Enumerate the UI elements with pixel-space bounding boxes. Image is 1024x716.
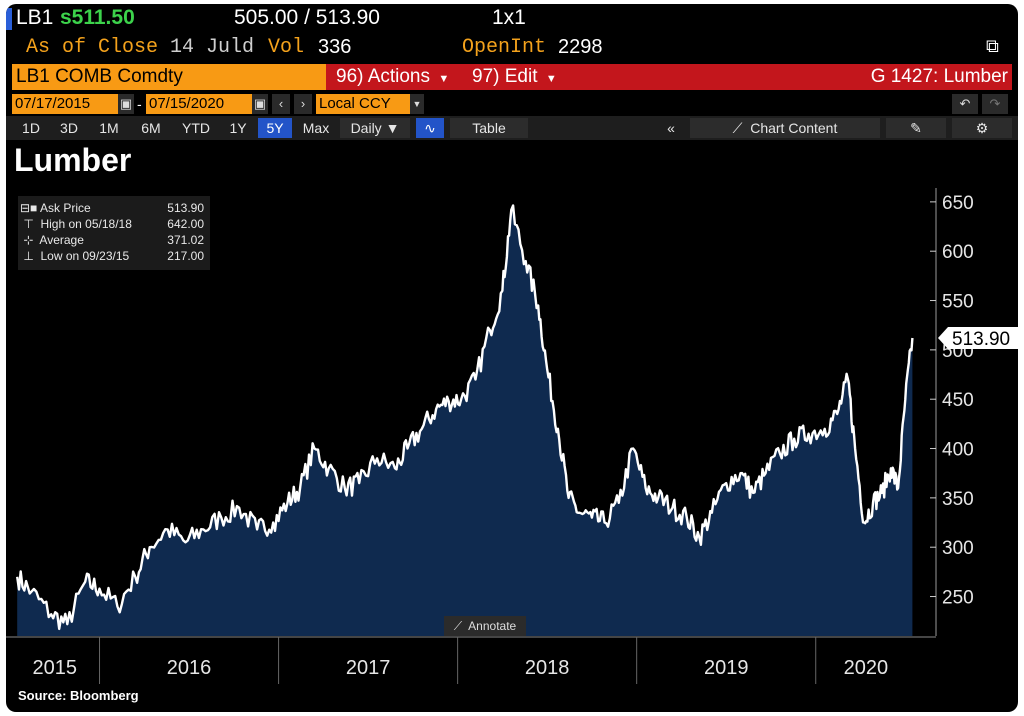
- end-date-field[interactable]: 07/15/2020: [146, 94, 252, 114]
- range-max-button[interactable]: Max: [302, 120, 330, 136]
- legend-value: 371.02: [167, 233, 204, 247]
- x-tick-label: 2016: [167, 657, 212, 679]
- chart-content-icon: ⟋: [732, 120, 747, 136]
- as-of-label: As of Close: [26, 36, 159, 59]
- size: 1x1: [492, 6, 526, 29]
- prev-period-icon[interactable]: ‹: [272, 94, 290, 114]
- annotate-icon: ⟋: [453, 619, 466, 633]
- redo-icon[interactable]: ↷: [982, 94, 1008, 114]
- legend-value: 642.00: [167, 217, 204, 231]
- table-button[interactable]: Table: [450, 118, 528, 138]
- range-toolbar: 1D 3D 1M 6M YTD 1Y 5Y Max Daily ▼ ∿ Tabl…: [6, 116, 1018, 140]
- legend-label: Average: [39, 233, 84, 247]
- source-note: Source: Bloomberg: [18, 688, 139, 703]
- date-row: 07/17/2015 ▣ - 07/15/2020 ▣ ‹ › Local CC…: [6, 94, 1018, 116]
- legend-label: High on 05/18/18: [40, 217, 132, 231]
- start-calendar-icon[interactable]: ▣: [118, 94, 134, 114]
- quote-row: LB1 s511.50 505.00 / 513.90 1x1: [6, 4, 1018, 32]
- chart-legend: ⊟■ Ask Price 513.90 ⊤ High on 05/18/18 6…: [18, 196, 210, 270]
- last-price-tag: [938, 327, 1018, 350]
- frequency-select[interactable]: Daily ▼: [340, 118, 410, 138]
- legend-row: ⊥ Low on 09/23/15 217.00: [20, 248, 206, 264]
- start-date-field[interactable]: 07/17/2015: [12, 94, 118, 114]
- y-tick-label: 550: [942, 292, 974, 313]
- y-tick-label: 300: [942, 538, 974, 559]
- frequency-label: Daily: [350, 120, 382, 136]
- legend-row: ⊤ High on 05/18/18 642.00: [20, 216, 206, 232]
- date-dash: -: [137, 96, 142, 112]
- last-price-label: 513.90: [952, 329, 1010, 350]
- actions-menu[interactable]: 96) Actions ▼: [326, 64, 462, 90]
- openint-label: OpenInt: [462, 36, 547, 59]
- x-tick-label: 2018: [525, 657, 570, 679]
- legend-row: ⊹ Average 371.02: [20, 232, 206, 248]
- chart-content-button[interactable]: ⟋ Chart Content: [690, 118, 880, 138]
- chart-content-label: Chart Content: [750, 120, 838, 136]
- range-1d-button[interactable]: 1D: [22, 120, 40, 136]
- bloomberg-window: LB1 s511.50 505.00 / 513.90 1x1 As of Cl…: [6, 4, 1018, 712]
- vol-value: 336: [318, 36, 352, 58]
- high-marker-icon: ⊤: [20, 217, 38, 231]
- settings-gear-icon[interactable]: ⚙: [952, 118, 1012, 138]
- price-line: [16, 204, 914, 631]
- range-ytd-button[interactable]: YTD: [182, 120, 210, 136]
- y-tick-label: 650: [942, 193, 974, 214]
- undo-icon[interactable]: ↶: [952, 94, 978, 114]
- annotate-label: Annotate: [468, 619, 517, 633]
- average-marker-icon: ⊹: [20, 233, 37, 247]
- edit-chart-icon[interactable]: ✎: [886, 118, 946, 138]
- security-field[interactable]: LB1 COMB Comdty: [12, 64, 328, 90]
- last-price: s511.50: [60, 6, 135, 29]
- ticker-marker: [6, 8, 12, 30]
- popout-icon[interactable]: ⧉: [986, 36, 999, 56]
- range-1y-button[interactable]: 1Y: [229, 120, 247, 136]
- price-area: [17, 205, 913, 636]
- function-title: G 1427: Lumber: [576, 64, 1012, 90]
- edit-label: 97) Edit: [472, 66, 538, 87]
- y-tick-label: 400: [942, 440, 974, 461]
- y-tick-label: 350: [942, 489, 974, 510]
- x-tick-label: 2017: [346, 657, 391, 679]
- y-tick-label: 250: [942, 588, 974, 609]
- x-tick-label: 2020: [844, 657, 889, 679]
- line-chart-icon[interactable]: ∿: [416, 118, 444, 138]
- y-tick-label: 600: [942, 242, 974, 263]
- legend-value: 217.00: [167, 249, 204, 263]
- currency-select[interactable]: Local CCY: [316, 94, 412, 114]
- openint-value: 2298: [558, 36, 603, 58]
- chart-title: Lumber: [14, 142, 132, 178]
- command-bar: LB1 COMB Comdty 96) Actions ▼ 97) Edit ▼…: [6, 64, 1018, 90]
- currency-chevron-icon[interactable]: ▼: [410, 94, 424, 114]
- range-3d-button[interactable]: 3D: [60, 120, 78, 136]
- actions-chevron-icon: ▼: [435, 73, 450, 85]
- close-info-row: As of Close 14 Juld Vol 336 OpenInt 2298…: [6, 34, 1018, 62]
- legend-value: 513.90: [167, 201, 204, 215]
- range-5y-button[interactable]: 5Y: [258, 118, 292, 138]
- legend-label: Ask Price: [39, 201, 91, 215]
- y-tick-label: 450: [942, 390, 974, 411]
- as-of-date: 14 Juld: [170, 36, 255, 59]
- frequency-chevron-icon: ▼: [385, 120, 400, 136]
- next-period-icon[interactable]: ›: [294, 94, 312, 114]
- edit-chevron-icon: ▼: [542, 73, 557, 85]
- x-tick-label: 2019: [704, 657, 749, 679]
- collapse-icon[interactable]: «: [667, 120, 675, 136]
- actions-label: 96) Actions: [336, 66, 430, 87]
- bid-ask: 505.00 / 513.90: [234, 6, 380, 29]
- edit-menu[interactable]: 97) Edit ▼: [456, 64, 588, 90]
- legend-label: Low on 09/23/15: [40, 249, 130, 263]
- x-tick-label: 2015: [33, 657, 78, 679]
- low-marker-icon: ⊥: [20, 249, 38, 263]
- end-calendar-icon[interactable]: ▣: [252, 94, 268, 114]
- ticker: LB1: [16, 6, 54, 29]
- legend-row: ⊟■ Ask Price 513.90: [20, 200, 206, 216]
- vol-label: Vol: [268, 36, 305, 59]
- range-6m-button[interactable]: 6M: [141, 120, 161, 136]
- annotate-button[interactable]: ⟋ Annotate: [444, 616, 526, 636]
- legend-swatch-icon: ⊟■: [20, 201, 38, 215]
- range-1m-button[interactable]: 1M: [99, 120, 119, 136]
